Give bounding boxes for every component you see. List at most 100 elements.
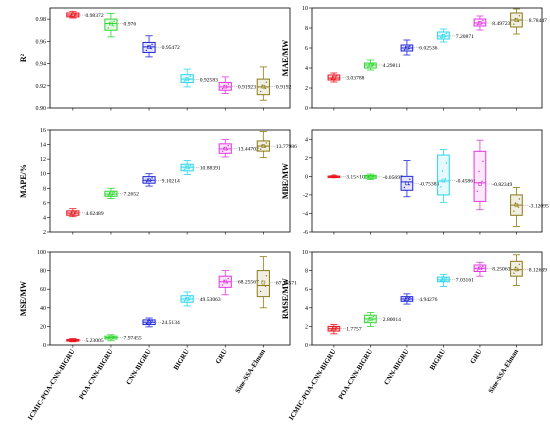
y-tick-label: 10 — [302, 6, 308, 12]
mean-marker — [478, 182, 482, 186]
box-5: 0.91923 — [218, 76, 256, 94]
mean-value-label: 7.2652 — [124, 192, 140, 198]
y-tick-label: 0.98 — [36, 17, 47, 23]
data-point — [409, 45, 411, 47]
data-point — [408, 298, 410, 301]
box-5: 13.44702 — [218, 139, 259, 158]
data-point — [189, 164, 191, 167]
box-4: 49.53063 — [180, 291, 221, 307]
data-point — [223, 279, 225, 282]
box-1: 1.7757 — [327, 324, 362, 335]
box-6: 13.77986 — [256, 131, 297, 159]
y-tick-label: 60 — [40, 287, 46, 293]
mean-value-label: 49.53063 — [200, 297, 221, 303]
data-point — [221, 87, 224, 90]
box-2: 4.29811 — [364, 59, 401, 71]
box-2: 7.2652 — [104, 187, 140, 199]
mean-value-label: 13.44702 — [238, 147, 259, 153]
x-category-label: BIGRU — [172, 348, 191, 372]
data-point — [261, 144, 264, 146]
mean-value-label: 3.03788 — [346, 76, 364, 82]
mean-value-label: 8.49723 — [492, 21, 510, 27]
y-tick-label: 4 — [305, 137, 308, 143]
data-point — [227, 83, 229, 85]
data-point — [265, 81, 268, 83]
data-point — [444, 178, 447, 180]
data-point — [109, 192, 111, 194]
box-3: 24.5134 — [142, 317, 180, 328]
box-6: -3.12095 — [510, 187, 549, 227]
x-category-label: BIGRU — [428, 348, 447, 372]
mean-marker — [514, 203, 519, 208]
data-point — [150, 179, 152, 182]
y-tick-label: 8 — [43, 186, 46, 192]
y-tick-label: 100 — [37, 250, 46, 256]
mean-marker — [441, 178, 446, 183]
data-point — [403, 186, 406, 189]
y-tick-label: 10 — [40, 172, 46, 178]
y-axis-label: MAPE/% — [19, 164, 28, 198]
data-point — [185, 166, 187, 168]
box-5: -0.82349 — [473, 139, 513, 211]
mean-marker — [223, 84, 228, 89]
data-point — [189, 296, 191, 298]
data-point — [74, 212, 76, 215]
data-point — [476, 190, 479, 193]
mean-marker — [261, 280, 266, 285]
y-axis-label: MSE/MW — [19, 281, 28, 316]
box-body — [256, 270, 270, 298]
box-4: 7.03161 — [437, 273, 474, 287]
data-point — [514, 202, 517, 204]
data-point — [151, 43, 153, 46]
mean-value-label: 67.18571 — [276, 281, 297, 287]
data-point — [335, 328, 337, 330]
data-point — [335, 77, 337, 79]
data-point — [372, 316, 375, 318]
plot-frame — [311, 129, 543, 233]
data-point — [476, 23, 479, 26]
data-point — [259, 90, 262, 93]
mean-value-label: 7.03161 — [456, 278, 474, 284]
data-point — [221, 150, 224, 153]
data-point — [265, 275, 268, 277]
data-point — [478, 170, 480, 173]
data-point — [332, 327, 334, 329]
y-tick-label: 2 — [305, 86, 308, 92]
data-point — [445, 32, 448, 35]
box-3: 4.94276 — [400, 293, 438, 305]
y-tick-label: 2 — [305, 324, 308, 330]
data-point — [440, 280, 442, 282]
data-point — [367, 66, 369, 68]
y-tick-label: 0.92 — [36, 84, 47, 90]
x-category-label: GRU — [214, 348, 229, 365]
mean-marker — [185, 297, 189, 301]
data-point — [145, 322, 148, 325]
y-tick-label: 14 — [40, 143, 46, 149]
mean-value-label: 8.25063 — [492, 266, 510, 272]
box-5: 8.25063 — [473, 261, 511, 277]
mean-value-label: 8.78447 — [529, 18, 547, 24]
data-point — [405, 181, 407, 183]
box-body — [400, 175, 414, 191]
data-point — [107, 337, 109, 340]
data-point — [330, 78, 333, 80]
data-point — [336, 75, 338, 77]
box-1: 4.62489 — [66, 208, 104, 218]
data-point — [69, 340, 71, 342]
box-body — [218, 81, 232, 91]
plot-frame — [49, 129, 291, 233]
data-point — [227, 277, 229, 280]
mean-value-label: 0.92583 — [200, 77, 218, 83]
data-point — [441, 34, 444, 36]
y-axis-label: RMSE/MW — [281, 278, 290, 319]
data-point — [371, 65, 374, 67]
mean-marker — [368, 317, 373, 321]
box-3: 0.95472 — [142, 35, 180, 58]
data-point — [75, 339, 77, 341]
data-point — [113, 20, 115, 23]
box-2: 0.976 — [104, 13, 136, 38]
data-point — [223, 84, 225, 87]
data-point — [183, 80, 186, 82]
y-tick-label: 0 — [305, 106, 308, 112]
panel-4: -6 -4 -2 0 2 4 MBE/MW 3.15×10⁻⁴ -0.05697 -0.75383… — [281, 129, 549, 236]
